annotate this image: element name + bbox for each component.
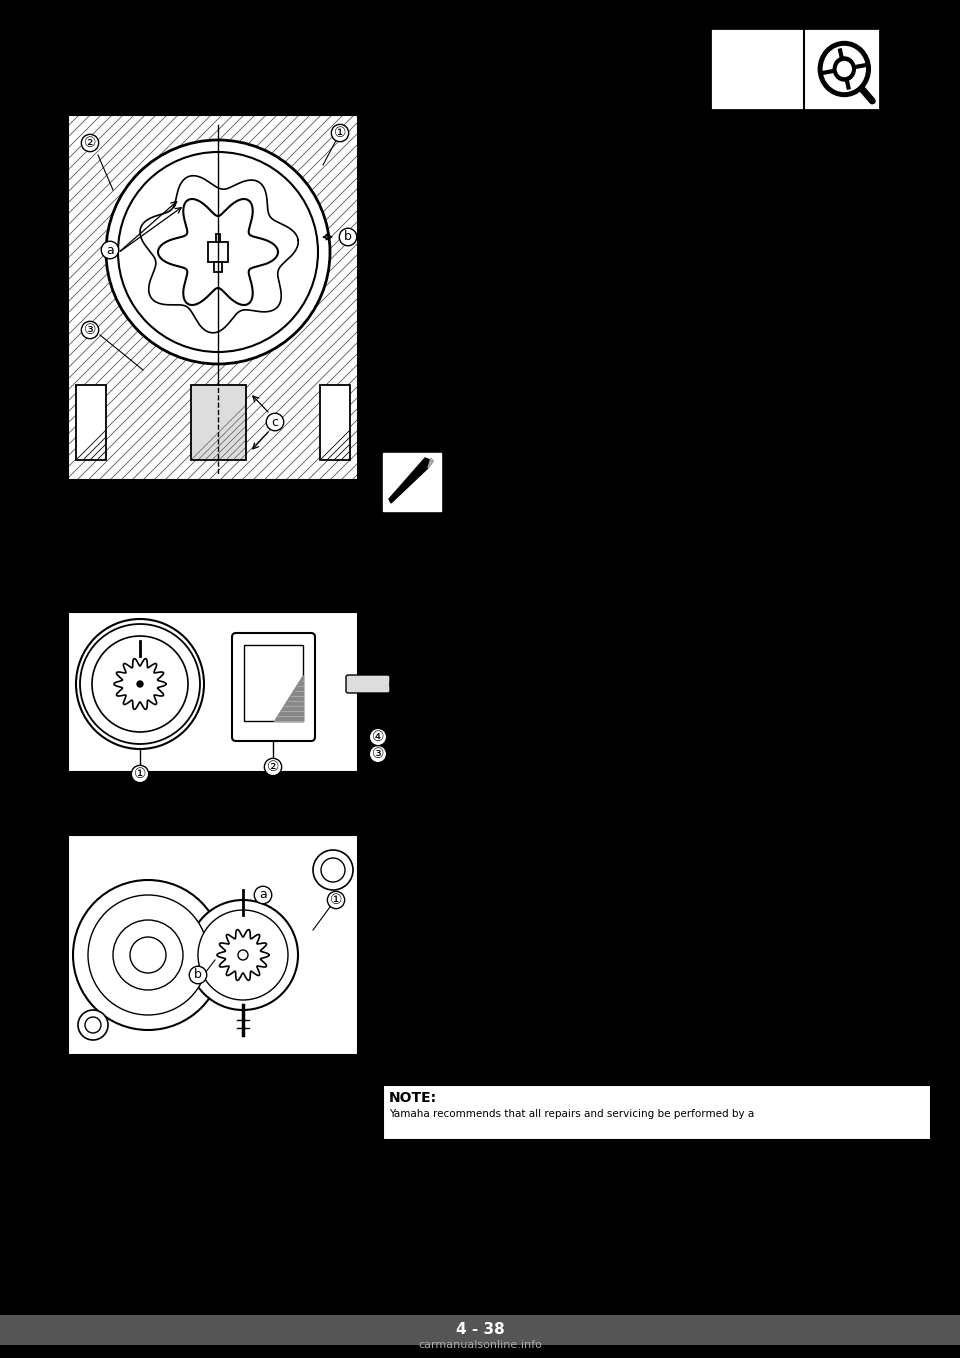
Ellipse shape bbox=[818, 42, 871, 96]
FancyBboxPatch shape bbox=[232, 633, 315, 741]
Bar bbox=[0, 1315, 960, 1344]
Bar bbox=[68, 612, 358, 771]
Circle shape bbox=[78, 1010, 108, 1040]
Text: ①: ① bbox=[133, 767, 146, 781]
Bar bbox=[320, 386, 350, 460]
Circle shape bbox=[238, 951, 248, 960]
Circle shape bbox=[198, 910, 288, 999]
Ellipse shape bbox=[76, 619, 204, 750]
Bar bbox=[208, 242, 228, 262]
Polygon shape bbox=[428, 458, 433, 469]
Text: b: b bbox=[344, 231, 352, 243]
Bar bbox=[710, 29, 880, 110]
Ellipse shape bbox=[837, 61, 852, 76]
Text: ②: ② bbox=[84, 136, 96, 149]
Polygon shape bbox=[140, 175, 299, 333]
Bar bbox=[244, 645, 303, 721]
Circle shape bbox=[106, 140, 330, 364]
Circle shape bbox=[118, 152, 318, 352]
Text: NOTE:: NOTE: bbox=[389, 1090, 437, 1105]
Circle shape bbox=[130, 937, 166, 972]
Text: a: a bbox=[107, 243, 114, 257]
Circle shape bbox=[85, 1017, 101, 1033]
Ellipse shape bbox=[824, 46, 865, 91]
Text: b: b bbox=[194, 968, 202, 982]
Text: ②: ② bbox=[267, 760, 279, 774]
Ellipse shape bbox=[833, 57, 855, 81]
Polygon shape bbox=[217, 930, 269, 980]
Bar bbox=[191, 386, 246, 460]
Bar bbox=[68, 835, 358, 1055]
Polygon shape bbox=[274, 675, 303, 721]
Circle shape bbox=[188, 900, 298, 1010]
Circle shape bbox=[92, 636, 188, 732]
Polygon shape bbox=[158, 200, 278, 306]
Text: Yamaha recommends that all repairs and servicing be performed by a: Yamaha recommends that all repairs and s… bbox=[389, 1109, 755, 1119]
Text: 4 - 38: 4 - 38 bbox=[456, 1323, 504, 1338]
Bar bbox=[216, 234, 220, 242]
Circle shape bbox=[80, 623, 200, 744]
Text: ④: ④ bbox=[372, 731, 384, 744]
Text: ③: ③ bbox=[84, 323, 96, 337]
Polygon shape bbox=[114, 659, 166, 709]
Text: ③: ③ bbox=[372, 747, 384, 760]
Circle shape bbox=[321, 858, 345, 881]
Text: ①: ① bbox=[334, 126, 347, 140]
Circle shape bbox=[73, 880, 223, 1029]
Text: ENG: ENG bbox=[955, 54, 960, 83]
Circle shape bbox=[137, 680, 143, 687]
Text: c: c bbox=[272, 416, 278, 429]
Bar bbox=[68, 115, 358, 479]
Polygon shape bbox=[389, 458, 433, 502]
Text: a: a bbox=[259, 888, 267, 902]
Circle shape bbox=[88, 895, 208, 1014]
Circle shape bbox=[313, 850, 353, 889]
Circle shape bbox=[113, 919, 183, 990]
Text: ①: ① bbox=[329, 894, 343, 907]
Bar bbox=[214, 262, 222, 272]
FancyBboxPatch shape bbox=[346, 675, 390, 693]
Text: carmanualsonline.info: carmanualsonline.info bbox=[418, 1340, 542, 1350]
Bar bbox=[76, 386, 106, 460]
Bar bbox=[383, 1085, 931, 1139]
Bar bbox=[383, 454, 441, 511]
